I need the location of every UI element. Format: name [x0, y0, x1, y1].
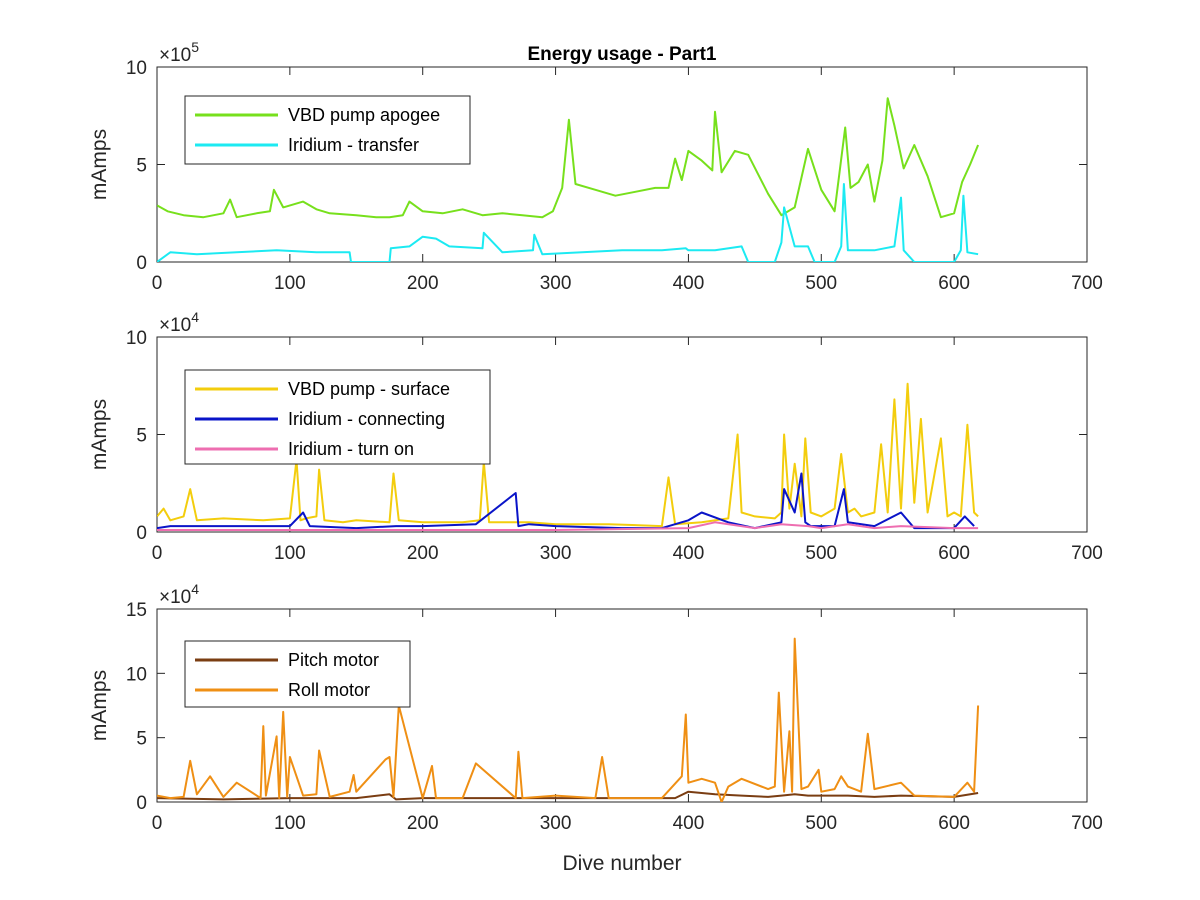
x-tick-label: 700: [1071, 273, 1103, 294]
y-tick-label: 10: [126, 58, 147, 79]
x-tick-label: 200: [407, 813, 439, 834]
y-tick-label: 0: [136, 253, 147, 274]
y-tick-label: 10: [126, 664, 147, 685]
x-tick-label: 300: [540, 543, 572, 564]
x-tick-label: 100: [274, 813, 306, 834]
legend-box: [184, 95, 471, 165]
series-line-2: [157, 637, 980, 802]
legend-entry: Iridium - connecting: [288, 409, 445, 429]
legend-entry: Pitch motor: [288, 650, 379, 670]
y-axis-label: mAmps: [88, 670, 111, 741]
legend-entry: VBD pump - surface: [288, 379, 450, 399]
series-line-2: [157, 472, 975, 530]
series-line-1: [157, 790, 979, 801]
y-axis-label: mAmps: [88, 129, 111, 200]
x-tick-label: 100: [274, 543, 306, 564]
panel-3: 0 100 200 300 400 500 600 700051015×104mAmpsDiv…: [88, 581, 1103, 875]
series-line-1: [157, 97, 980, 219]
x-tick-label: 0: [152, 543, 163, 564]
series-line-3: [157, 521, 979, 531]
legend-entry: Iridium - transfer: [288, 135, 419, 155]
x-tick-label: 0: [152, 273, 163, 294]
x-tick-label: 0: [152, 813, 163, 834]
x-tick-label: 700: [1071, 813, 1103, 834]
legend: VBD pump apogee Iridium - transfer: [184, 95, 471, 165]
x-tick-label: 200: [407, 273, 439, 294]
y-tick-label: 5: [136, 426, 147, 447]
x-tick-label: 100: [274, 273, 306, 294]
x-tick-label: 400: [673, 813, 705, 834]
legend-entry: VBD pump apogee: [288, 105, 440, 125]
legend-entry: Roll motor: [288, 680, 370, 700]
axes-box: [156, 608, 1088, 803]
x-tick-label: 400: [673, 543, 705, 564]
x-tick-label: 500: [805, 543, 837, 564]
y-tick-label: 15: [126, 600, 147, 621]
x-tick-label: 700: [1071, 543, 1103, 564]
x-tick-label: 400: [673, 273, 705, 294]
y-axis-label: mAmps: [88, 399, 111, 470]
panel-1: 0 100 200 300 400 500 600 7000510×105mAmpsEnerg…: [88, 39, 1103, 294]
y-tick-label: 5: [136, 729, 147, 750]
x-tick-label: 500: [805, 273, 837, 294]
y-tick-label: 0: [136, 523, 147, 544]
chart-title: Energy usage - Part1: [527, 44, 716, 65]
legend-entry: Iridium - turn on: [288, 439, 414, 459]
y-tick-label: 0: [136, 793, 147, 814]
x-tick-label: 600: [938, 813, 970, 834]
x-tick-label: 200: [407, 543, 439, 564]
x-tick-label: 500: [805, 813, 837, 834]
x-tick-label: 300: [540, 813, 572, 834]
x-axis-label: Dive number: [562, 852, 681, 875]
series-line-1: [157, 382, 979, 528]
legend-box: [184, 640, 411, 708]
y-tick-label: 5: [136, 156, 147, 177]
legend: Pitch motor Roll motor: [184, 640, 411, 708]
x-tick-label: 600: [938, 273, 970, 294]
series-line-2: [157, 183, 979, 262]
x-tick-label: 600: [938, 543, 970, 564]
legend: VBD pump - surface Iridium - connecting Ir…: [184, 369, 491, 465]
y-tick-label: 10: [126, 328, 147, 349]
x-tick-label: 300: [540, 273, 572, 294]
